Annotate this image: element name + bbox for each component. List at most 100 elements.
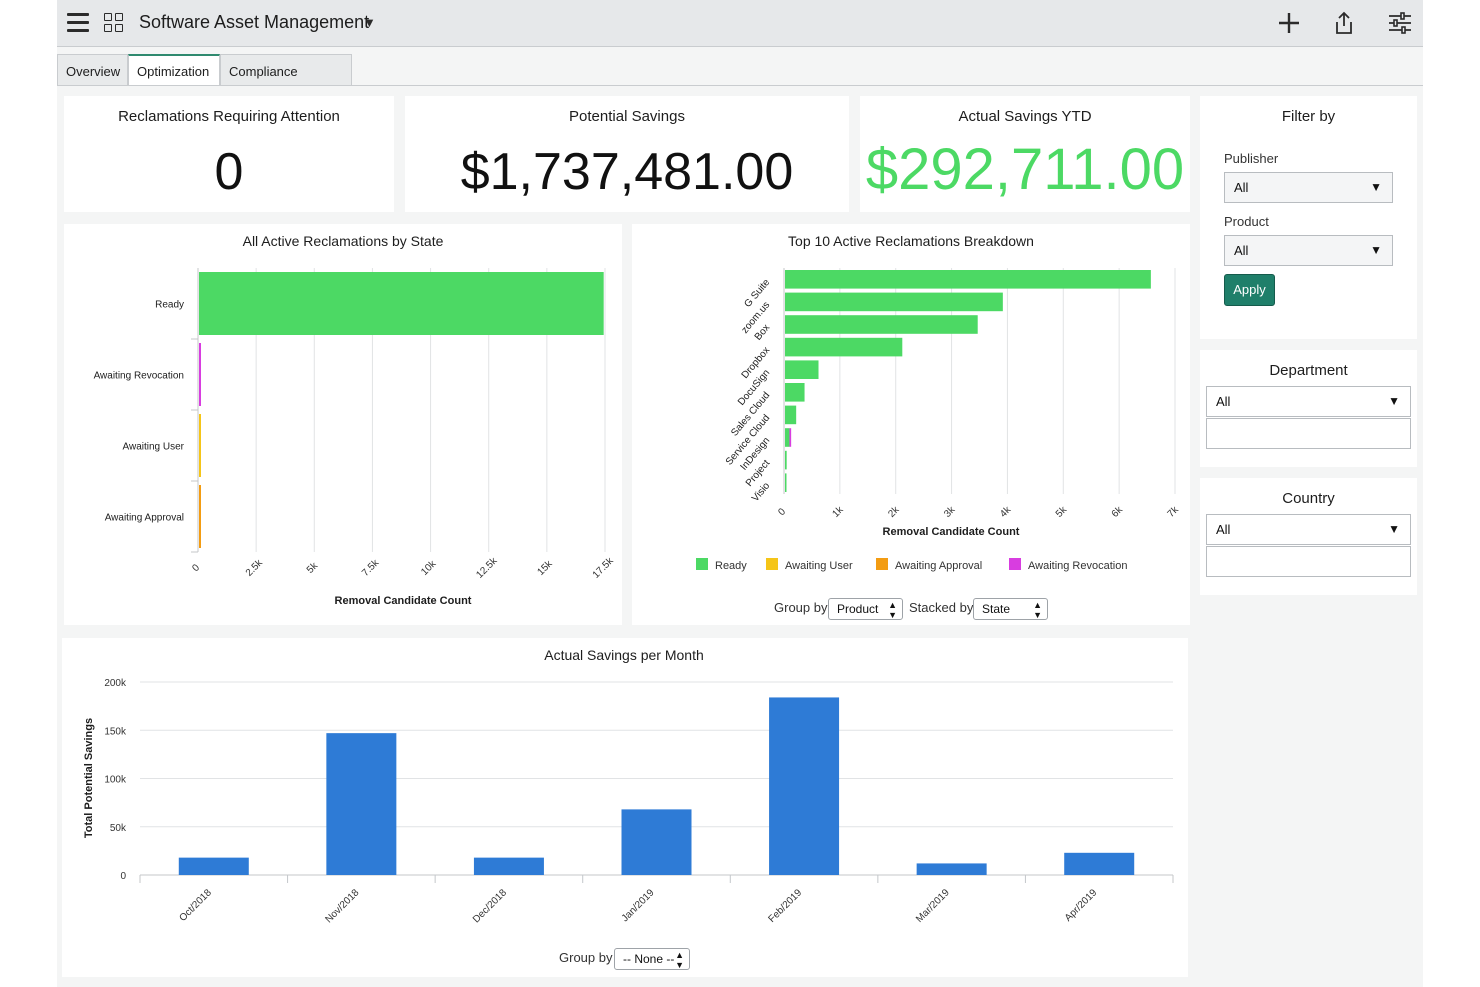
x-tick-label: 0 xyxy=(776,506,788,518)
tab-optimization[interactable]: Optimization xyxy=(128,54,220,86)
updown-icon: ▲ ▼ xyxy=(888,600,897,620)
group-by-select[interactable]: Product ▲ ▼ xyxy=(828,598,903,620)
reclamations-by-state-chart: All Active Reclamations by State Removal… xyxy=(94,233,617,607)
bar-segment xyxy=(785,270,1151,289)
updown-icon: ▲ ▼ xyxy=(675,950,684,970)
tab-compliance-analysis[interactable]: Compliance Analysis xyxy=(220,54,352,113)
settings-sliders-icon[interactable] xyxy=(1387,10,1413,36)
bar-mar-2019 xyxy=(916,863,987,875)
chevron-down-icon: ▼ xyxy=(1388,522,1400,536)
chart3-ylabel: Total Potential Savings xyxy=(83,718,95,838)
tab-overview[interactable]: Overview xyxy=(57,54,128,86)
x-tick-label: 2k xyxy=(886,504,902,520)
x-category-label: Nov/2018 xyxy=(323,887,361,925)
legend-label: Awaiting Approval xyxy=(895,560,982,572)
savings-group-by-value: -- None -- xyxy=(623,952,675,966)
stacked-by-label: Stacked by xyxy=(909,600,974,615)
chart1-title: All Active Reclamations by State xyxy=(243,233,444,249)
chart1-xlabel: Removal Candidate Count xyxy=(335,595,472,607)
y-category-label: Awaiting Revocation xyxy=(94,371,184,382)
product-select-value: All xyxy=(1234,243,1249,258)
bar-jan-2019 xyxy=(621,809,692,875)
chart2-xlabel: Removal Candidate Count xyxy=(883,526,1020,538)
y-tick-label: 150k xyxy=(104,726,127,737)
chevron-down-icon: ▼ xyxy=(1388,394,1400,408)
bar-awaiting-approval xyxy=(199,485,201,548)
bar-segment xyxy=(785,360,819,379)
bar-segment xyxy=(785,450,787,470)
bar-apr-2019 xyxy=(1064,852,1135,875)
kpi-reclamations-title: Reclamations Requiring Attention xyxy=(118,108,340,125)
x-tick-label: 12.5k xyxy=(474,555,500,581)
kpi-potential-savings-card[interactable]: Potential Savings $1,737,481.00 xyxy=(405,96,849,212)
x-category-label: Dec/2018 xyxy=(471,887,509,925)
x-tick-label: 5k xyxy=(305,560,321,576)
stacked-by-value: State xyxy=(982,602,1011,616)
department-search-input[interactable] xyxy=(1206,418,1411,449)
publisher-label: Publisher xyxy=(1224,151,1279,166)
x-category-label: Jan/2019 xyxy=(620,887,657,924)
group-by-label: Group by xyxy=(774,600,828,615)
y-tick-label: 50k xyxy=(110,823,127,834)
bar-dec-2018 xyxy=(473,857,544,875)
bar-oct-2018 xyxy=(178,857,249,875)
country-title: Country xyxy=(1282,490,1335,507)
x-category-label: Mar/2019 xyxy=(914,887,952,925)
country-select[interactable]: All ▼ xyxy=(1206,514,1411,545)
y-category-label: Ready xyxy=(155,300,184,311)
dashboard-title[interactable]: Software Asset Management xyxy=(139,12,370,32)
add-icon[interactable] xyxy=(1276,10,1302,36)
x-tick-label: 1k xyxy=(830,504,846,520)
stacked-by-select[interactable]: State ▲ ▼ xyxy=(973,598,1048,620)
chevron-down-icon: ▼ xyxy=(1370,243,1382,257)
updown-icon: ▲ ▼ xyxy=(1033,600,1042,620)
reclamations-by-state-card: All Active Reclamations by State Removal… xyxy=(64,224,622,625)
kpi-potential-title: Potential Savings xyxy=(569,108,685,125)
department-select[interactable]: All ▼ xyxy=(1206,386,1411,417)
legend-label: Ready xyxy=(715,560,747,572)
bar-segment xyxy=(785,473,787,492)
country-search-input[interactable] xyxy=(1206,546,1411,577)
chart3-title: Actual Savings per Month xyxy=(544,647,704,663)
x-tick-label: 5k xyxy=(1054,504,1070,520)
menu-icon[interactable] xyxy=(67,13,89,33)
apply-button[interactable]: Apply xyxy=(1224,274,1275,306)
legend-swatch xyxy=(766,558,778,570)
filter-panel: Filter by Publisher All ▼ Product All ▼ … xyxy=(1200,96,1417,339)
x-category-label: Apr/2019 xyxy=(1063,887,1100,924)
bar-awaiting-revocation xyxy=(199,343,201,406)
country-panel: Country All ▼ xyxy=(1200,478,1417,595)
department-title: Department xyxy=(1269,362,1348,379)
top10-reclamations-card: Top 10 Active Reclamations Breakdown Rem… xyxy=(632,224,1190,625)
title-dropdown-icon[interactable]: ▼ xyxy=(363,15,376,30)
kpi-reclamations-value: 0 xyxy=(214,143,244,201)
product-select[interactable]: All ▼ xyxy=(1224,235,1393,266)
x-tick-label: 6k xyxy=(1110,504,1126,520)
x-tick-label: 2.5k xyxy=(244,557,266,579)
x-tick-label: 4k xyxy=(998,504,1014,520)
department-select-value: All xyxy=(1216,394,1231,409)
x-tick-label: 3k xyxy=(942,504,958,520)
kpi-reclamations-card[interactable]: Reclamations Requiring Attention 0 xyxy=(64,96,394,212)
y-tick-label: 200k xyxy=(104,678,127,689)
tab-divider xyxy=(57,85,1423,86)
y-tick-label: 100k xyxy=(104,775,127,786)
savings-per-month-card: Actual Savings per Month Total Potential… xyxy=(62,638,1188,977)
kpi-potential-value: $1,737,481.00 xyxy=(460,143,794,201)
publisher-select-value: All xyxy=(1234,180,1249,195)
bar-segment xyxy=(785,337,903,357)
bar-segment xyxy=(785,292,1003,312)
savings-group-by-select[interactable]: -- None -- ▲ ▼ xyxy=(614,948,690,970)
y-tick-label: 0 xyxy=(120,871,126,882)
x-tick-label: 10k xyxy=(419,558,439,578)
share-icon[interactable] xyxy=(1331,10,1357,36)
bar-awaiting-user xyxy=(199,414,201,477)
dashboard-grid-icon[interactable] xyxy=(104,13,124,33)
x-tick-label: 7.5k xyxy=(360,557,382,579)
bar-segment xyxy=(785,315,978,334)
bar-segment xyxy=(785,383,805,402)
publisher-select[interactable]: All ▼ xyxy=(1224,172,1393,203)
x-tick-label: 7k xyxy=(1166,504,1182,520)
kpi-actual-value: $292,711.00 xyxy=(865,137,1185,202)
kpi-actual-savings-card[interactable]: Actual Savings YTD $292,711.00 xyxy=(860,96,1190,212)
